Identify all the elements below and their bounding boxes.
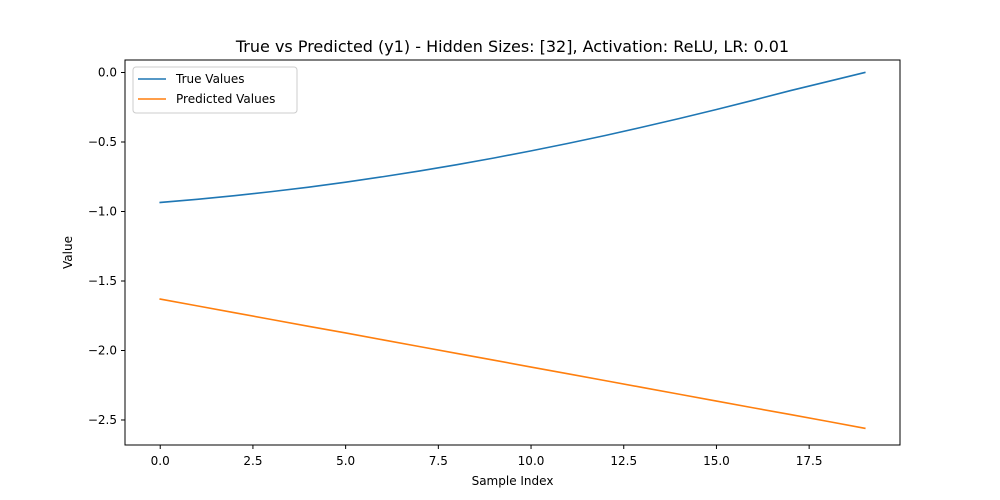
x-tick-label: 12.5	[610, 454, 637, 468]
y-tick-label: −2.0	[88, 343, 117, 357]
y-tick-label: −0.5	[88, 135, 117, 149]
x-axis-label: Sample Index	[472, 474, 554, 488]
series-lines	[159, 71, 866, 430]
legend: True Values Predicted Values	[132, 66, 298, 114]
legend-entry-label: True Values	[175, 72, 245, 86]
y-axis-label: Value	[61, 236, 75, 269]
plot-frame	[124, 59, 901, 446]
y-tick-label: −1.0	[88, 204, 117, 218]
x-tick-label: 2.5	[243, 454, 262, 468]
y-tick-label: 0.0	[98, 66, 117, 80]
x-tick-label: 15.0	[703, 454, 730, 468]
x-tick-label: 7.5	[429, 454, 448, 468]
y-tick-label: −1.5	[88, 274, 117, 288]
x-tick-label: 17.5	[796, 454, 823, 468]
series-line-true-values	[159, 71, 866, 204]
series-line-predicted-values	[159, 298, 866, 430]
legend-box	[132, 66, 298, 114]
legend-entry-label: Predicted Values	[176, 92, 275, 106]
x-tick-label: 0.0	[151, 454, 170, 468]
y-axis: 0.0 −0.5 −1.0 −1.5 −2.0 −2.5	[88, 66, 125, 427]
x-axis: 0.0 2.5 5.0 7.5 10.0 12.5 15.0 17.5	[151, 445, 823, 468]
x-tick-label: 5.0	[336, 454, 355, 468]
x-tick-label: 10.0	[518, 454, 545, 468]
y-tick-label: −2.5	[88, 413, 117, 427]
chart-title: True vs Predicted (y1) - Hidden Sizes: […	[235, 37, 789, 56]
